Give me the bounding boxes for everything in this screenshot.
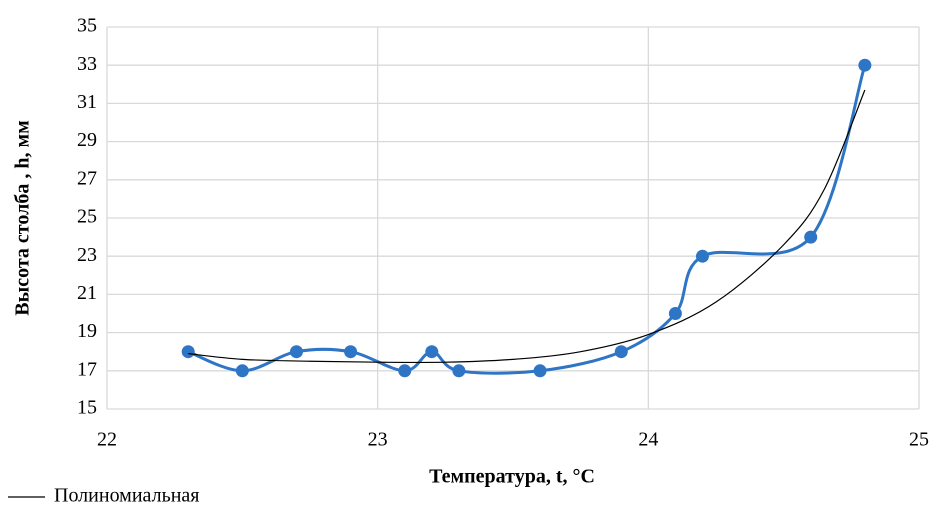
trend-line [188, 89, 866, 364]
data-point [614, 345, 628, 359]
data-point [695, 249, 709, 263]
y-tick-label: 33 [77, 53, 97, 75]
data-point [804, 230, 818, 244]
y-axis-title: Высота столба , h, мм [12, 120, 34, 315]
data-line [187, 64, 867, 375]
y-tick-label: 35 [77, 15, 97, 37]
data-point [235, 364, 249, 378]
data-point [344, 345, 358, 359]
data-point [452, 364, 466, 378]
data-point [398, 364, 412, 378]
y-tick-label: 19 [77, 320, 97, 342]
x-tick-label: 24 [638, 429, 658, 451]
x-tick-label: 22 [97, 429, 117, 451]
data-point [533, 364, 547, 378]
x-axis-title: Температура, t, °C [429, 466, 595, 488]
data-point [181, 345, 195, 359]
y-tick-label: 15 [77, 397, 97, 419]
y-tick-label: 27 [77, 167, 97, 189]
y-tick-label: 25 [77, 206, 97, 228]
data-point [858, 58, 872, 72]
x-tick-label: 23 [368, 429, 388, 451]
y-tick-label: 21 [77, 282, 97, 304]
y-tick-label: 29 [77, 129, 97, 151]
y-tick-label: 23 [77, 244, 97, 266]
legend-label: Полиномиальная [54, 485, 199, 507]
data-point [425, 345, 439, 359]
y-tick-label: 31 [77, 91, 97, 113]
data-point [289, 345, 303, 359]
data-point [668, 307, 682, 320]
y-tick-label: 17 [77, 358, 97, 380]
x-tick-label: 25 [909, 429, 929, 451]
